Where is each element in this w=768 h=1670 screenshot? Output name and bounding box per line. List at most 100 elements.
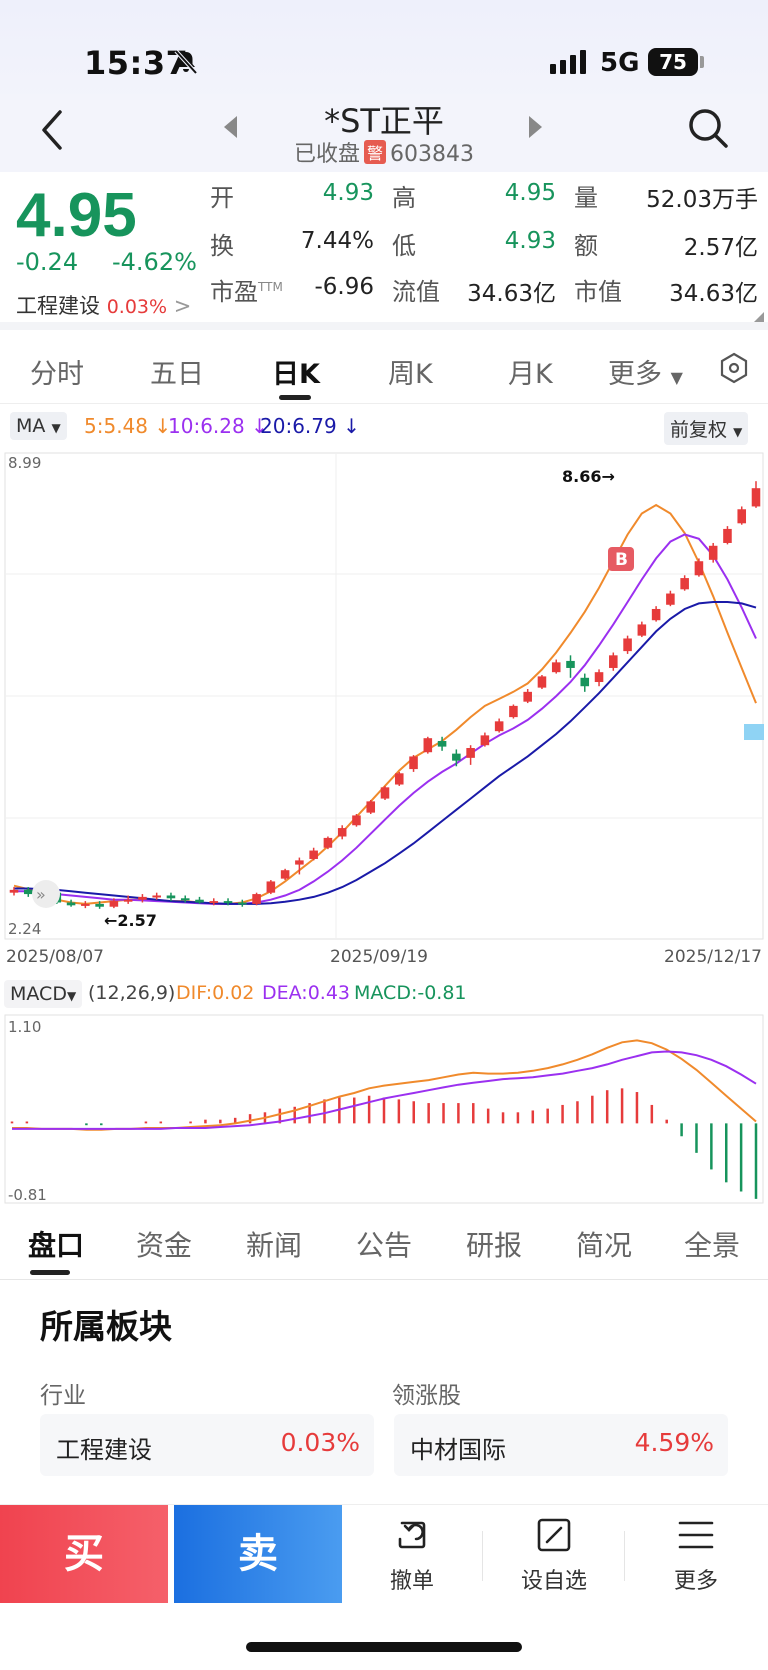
prev-stock-icon[interactable] xyxy=(224,116,238,138)
candle-body xyxy=(9,889,19,893)
tab-monthly-k[interactable]: 月K xyxy=(508,359,553,390)
edit-icon xyxy=(537,1518,571,1552)
leader-name: 中材国际 xyxy=(410,1436,506,1464)
candle-body xyxy=(366,801,376,813)
candle xyxy=(751,481,761,508)
candle xyxy=(666,590,675,607)
adjust-selector[interactable]: 前复权 ▼ xyxy=(664,412,749,445)
candle xyxy=(437,736,447,751)
candle xyxy=(323,836,333,850)
market-status: 已收盘 xyxy=(293,142,360,167)
buy-signal-badge[interactable] xyxy=(608,547,634,571)
candle-body xyxy=(138,896,147,900)
candle xyxy=(123,895,133,904)
candle-body xyxy=(651,608,661,621)
signal-icon xyxy=(550,50,586,74)
ma-indicator-row: MA ▼ 5:5.48 ↓ 10:6.28 ↓ 20:6.79 ↓ 前复权 ▼ xyxy=(0,410,768,445)
current-price-tag xyxy=(744,724,764,740)
candle xyxy=(109,898,119,909)
expand-left-icon[interactable] xyxy=(32,880,60,908)
tab-news[interactable]: 新闻 xyxy=(246,1229,303,1262)
industry-card[interactable]: 工程建设 0.03% xyxy=(40,1414,374,1476)
sell-button[interactable]: 卖 xyxy=(174,1505,342,1603)
candle-body xyxy=(95,903,104,907)
candle-body xyxy=(409,756,418,770)
menu-icon xyxy=(678,1521,714,1549)
leader-card[interactable]: 中材国际 4.59% xyxy=(394,1414,728,1476)
expand-corner-icon[interactable] xyxy=(754,312,764,322)
candle-body xyxy=(209,901,219,904)
info-tabs: 盘口 资金 新闻 公告 研报 简况 全景 xyxy=(0,1210,768,1280)
tab-five-day[interactable]: 五日 xyxy=(150,359,204,390)
candle-body xyxy=(238,902,247,905)
back-icon[interactable] xyxy=(38,108,66,152)
industry-label: 行业 xyxy=(40,1383,86,1409)
candle xyxy=(295,857,304,875)
candle-body xyxy=(252,894,261,904)
candle xyxy=(651,606,661,622)
settings-icon[interactable] xyxy=(718,352,750,384)
search-icon[interactable] xyxy=(686,106,730,150)
candle xyxy=(623,635,632,654)
kline-chart[interactable]: 8.99 2.24 2025/08/07 2025/09/19 2025/12/… xyxy=(4,452,764,972)
candle-body xyxy=(694,561,704,576)
candle-body xyxy=(566,660,575,668)
tab-profile[interactable]: 简况 xyxy=(576,1229,633,1262)
pe-ttm: TTM xyxy=(258,280,283,294)
x-tick-end: 2025/12/17 xyxy=(664,947,762,967)
bell-muted-icon xyxy=(174,49,198,75)
chevron-right-icon: > xyxy=(173,294,192,318)
candle xyxy=(166,892,176,902)
macd-chart[interactable]: 1.10 -0.81 xyxy=(4,1014,764,1204)
open-label: 开 xyxy=(210,184,234,212)
sector-link[interactable]: 工程建设 0.03% > xyxy=(16,290,191,320)
y-top-label: 8.99 xyxy=(8,454,41,472)
candle xyxy=(337,825,347,840)
macd-selector[interactable]: MACD▼ xyxy=(4,980,83,1008)
candle xyxy=(280,868,290,881)
macd-params: (12,26,9) xyxy=(88,982,176,1004)
candle-body xyxy=(352,815,361,826)
ma-selector[interactable]: MA ▼ xyxy=(10,412,67,440)
tab-funds[interactable]: 资金 xyxy=(136,1229,193,1262)
candle-body xyxy=(580,677,590,687)
tab-weekly-k[interactable]: 周K xyxy=(388,359,433,390)
tab-more[interactable]: 更多 ▼ xyxy=(608,359,683,390)
high-label: 高 xyxy=(392,184,416,212)
tab-research[interactable]: 研报 xyxy=(466,1229,523,1262)
candle-body xyxy=(152,895,161,898)
candle-body xyxy=(223,901,233,904)
section-title: 所属板块 xyxy=(40,1307,172,1346)
candle-body xyxy=(637,624,647,636)
turnover-label: 换 xyxy=(210,232,234,260)
stock-header: *ST正平 已收盘警 603843 xyxy=(0,94,768,172)
amount-label: 额 xyxy=(574,232,598,260)
candle xyxy=(737,506,747,525)
add-watchlist-button[interactable]: 设自选 xyxy=(494,1505,614,1603)
candle xyxy=(452,749,461,767)
tab-intraday[interactable]: 分时 xyxy=(30,359,84,390)
status-bar: 15:37 5G 75 xyxy=(0,0,768,108)
candle-body xyxy=(109,901,119,907)
cancel-order-button[interactable]: 撤单 xyxy=(352,1505,472,1603)
tab-daily-k[interactable]: 日K xyxy=(272,359,320,390)
chart-annotations: 8.66→ ←2.57 B » xyxy=(32,467,764,930)
add-watchlist-label: 设自选 xyxy=(520,1569,587,1594)
next-stock-icon[interactable] xyxy=(528,116,542,138)
tab-announcements[interactable]: 公告 xyxy=(356,1229,413,1262)
x-tick-start: 2025/08/07 xyxy=(6,947,104,967)
candle-body xyxy=(737,509,747,524)
more-button[interactable]: 更多 xyxy=(636,1505,756,1603)
sector-name: 工程建设 xyxy=(16,294,100,318)
candle xyxy=(66,899,76,907)
industry-pct: 0.03% xyxy=(280,1428,360,1457)
candle-body xyxy=(509,705,518,718)
buy-button[interactable]: 买 xyxy=(0,1505,168,1603)
candle xyxy=(266,880,276,895)
tab-panorama[interactable]: 全景 xyxy=(684,1229,741,1262)
tab-handicap[interactable]: 盘口 xyxy=(28,1229,85,1262)
market-cap-label: 市值 xyxy=(574,278,622,306)
candle xyxy=(195,896,204,904)
bottom-bar: 买 卖 撤单 设自选 更多 xyxy=(0,1504,768,1603)
candle xyxy=(423,736,433,754)
